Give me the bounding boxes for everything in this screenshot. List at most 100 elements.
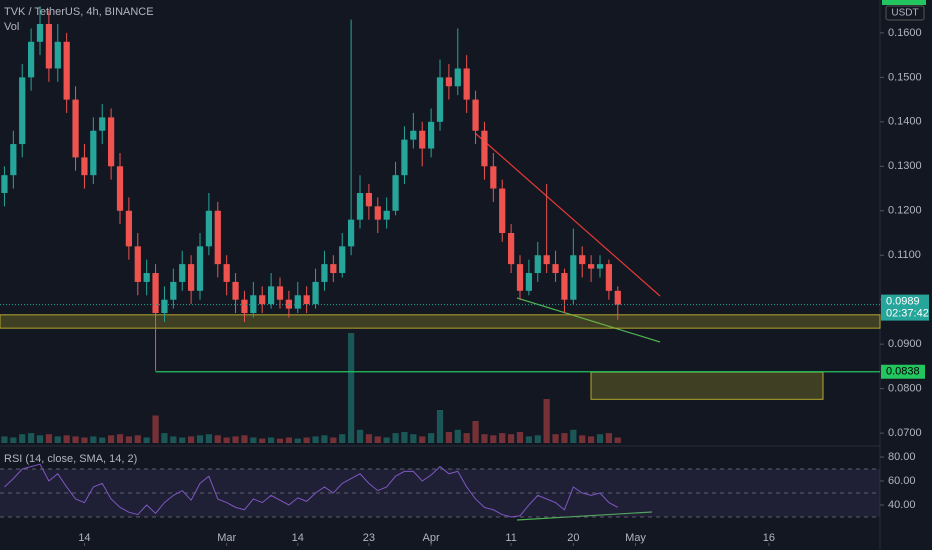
volume-label: Vol bbox=[4, 21, 19, 33]
volume-bar bbox=[605, 433, 612, 443]
candle-body bbox=[401, 139, 408, 176]
trendline bbox=[516, 297, 661, 343]
candle-body bbox=[348, 219, 355, 247]
volume-bar bbox=[179, 437, 186, 443]
candle-body bbox=[605, 264, 612, 291]
candle-body bbox=[250, 295, 257, 314]
volume-bar bbox=[10, 437, 17, 443]
candle-body bbox=[472, 99, 479, 131]
volume-bar bbox=[410, 434, 417, 443]
candle-body bbox=[268, 286, 275, 305]
candle-body bbox=[410, 130, 417, 140]
volume-bar bbox=[116, 434, 124, 443]
candle-body bbox=[516, 264, 524, 291]
volume-bar bbox=[161, 433, 168, 443]
candle-body bbox=[45, 24, 52, 69]
volume-bar bbox=[579, 435, 586, 443]
volume-bar bbox=[596, 434, 604, 443]
volume-bar bbox=[552, 434, 559, 443]
volume-bar bbox=[383, 437, 390, 443]
volume-bar bbox=[54, 436, 61, 443]
volume-bar bbox=[276, 438, 284, 443]
volume-bar bbox=[472, 421, 479, 443]
volume-bar bbox=[125, 436, 132, 443]
y-tick-label: 0.1300 bbox=[888, 160, 922, 172]
volume-bar bbox=[259, 438, 266, 443]
y-tick-label: 0.1400 bbox=[888, 116, 922, 128]
candle-body bbox=[232, 281, 239, 300]
volume-bar bbox=[250, 437, 257, 443]
rsi-tick-label: 40.00 bbox=[888, 499, 916, 511]
zone bbox=[590, 371, 824, 400]
currency-badge bbox=[885, 5, 925, 21]
volume-bar bbox=[419, 436, 426, 443]
y-tick-label: 0.1100 bbox=[888, 249, 921, 261]
candle-body bbox=[428, 121, 435, 149]
volume-bar bbox=[196, 435, 204, 443]
volume-bar bbox=[374, 436, 381, 443]
candle-body bbox=[276, 286, 284, 300]
volume-bar bbox=[152, 415, 159, 443]
candle-body bbox=[561, 273, 568, 300]
candle-body bbox=[179, 264, 186, 282]
candle-body bbox=[19, 77, 26, 145]
candle-body bbox=[81, 157, 88, 176]
volume-bar bbox=[499, 433, 506, 443]
candle-body bbox=[330, 264, 337, 274]
candle-body bbox=[454, 68, 461, 87]
candle-body bbox=[303, 295, 310, 305]
candle-body bbox=[481, 130, 488, 167]
candle-body bbox=[321, 264, 328, 282]
x-tick-label: Mar bbox=[217, 532, 236, 544]
level-badge bbox=[881, 364, 925, 379]
volume-bar bbox=[570, 429, 577, 443]
candle-body bbox=[570, 255, 577, 300]
rsi-line bbox=[4, 463, 619, 518]
volume-bar bbox=[303, 437, 310, 443]
candle-body bbox=[445, 77, 452, 87]
volume-bar bbox=[436, 410, 444, 443]
volume-bar bbox=[463, 433, 470, 443]
volume-bar bbox=[454, 429, 461, 443]
candle-body bbox=[28, 41, 35, 78]
candle-body bbox=[552, 264, 559, 274]
candle-body bbox=[436, 77, 444, 122]
y-tick-label: 0.0800 bbox=[888, 383, 922, 395]
candle-body bbox=[463, 68, 470, 100]
candle-body bbox=[508, 233, 515, 265]
candle-body bbox=[543, 255, 550, 265]
candle-body bbox=[490, 166, 497, 189]
candle-body bbox=[170, 281, 177, 300]
candle-body bbox=[214, 210, 221, 265]
candle-body bbox=[241, 299, 248, 314]
candle-body bbox=[134, 246, 141, 282]
x-tick-label: May bbox=[625, 532, 646, 544]
volume-bar bbox=[508, 434, 515, 443]
volume-bar bbox=[1, 436, 8, 443]
volume-bar bbox=[143, 437, 150, 443]
volume-bar bbox=[294, 438, 301, 443]
volume-bar bbox=[205, 434, 212, 443]
volume-bar bbox=[481, 434, 488, 443]
volume-bar bbox=[285, 437, 292, 443]
rsi-trendline bbox=[516, 511, 653, 521]
candle-body bbox=[196, 246, 204, 291]
x-tick-label: 20 bbox=[567, 532, 579, 544]
candle-body bbox=[1, 175, 8, 193]
last-price-badge bbox=[881, 294, 929, 321]
last-price: 0.0989 bbox=[886, 296, 920, 308]
volume-bar bbox=[232, 436, 239, 443]
candle-body bbox=[72, 99, 79, 158]
x-tick-label: 11 bbox=[505, 532, 516, 544]
candle-body bbox=[383, 210, 390, 220]
volume-bar bbox=[90, 436, 97, 443]
x-tick-label: Apr bbox=[423, 532, 440, 544]
volume-bar bbox=[63, 435, 70, 443]
volume-bar bbox=[36, 435, 44, 443]
candle-body bbox=[223, 264, 230, 282]
candle-body bbox=[99, 117, 106, 131]
candle-body bbox=[90, 130, 97, 176]
candle-body bbox=[588, 264, 595, 269]
volume-bar bbox=[19, 434, 26, 443]
